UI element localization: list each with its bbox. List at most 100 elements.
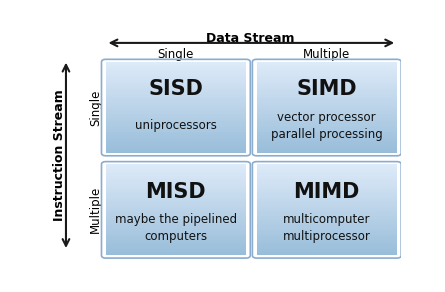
Bar bbox=[256, 199, 397, 201]
Bar bbox=[256, 181, 397, 182]
Bar bbox=[105, 252, 246, 254]
Bar bbox=[256, 171, 397, 172]
Bar bbox=[256, 218, 397, 219]
Bar bbox=[256, 246, 397, 248]
Bar bbox=[256, 149, 397, 150]
Bar bbox=[105, 187, 246, 189]
Bar bbox=[256, 88, 397, 89]
Bar bbox=[256, 233, 397, 234]
Bar bbox=[256, 106, 397, 107]
Bar bbox=[256, 111, 397, 112]
Bar bbox=[256, 121, 397, 123]
Text: Data Stream: Data Stream bbox=[206, 32, 295, 45]
Bar bbox=[105, 123, 246, 124]
Bar bbox=[256, 103, 397, 105]
Bar bbox=[105, 239, 246, 240]
Bar bbox=[256, 132, 397, 133]
Bar bbox=[105, 135, 246, 136]
Bar bbox=[256, 120, 397, 121]
Bar bbox=[105, 196, 246, 198]
Bar bbox=[256, 186, 397, 187]
Bar bbox=[256, 245, 397, 246]
Bar bbox=[256, 198, 397, 199]
Bar bbox=[256, 130, 397, 132]
Bar bbox=[105, 237, 246, 239]
Bar bbox=[105, 246, 246, 248]
Bar bbox=[256, 225, 397, 227]
Bar bbox=[105, 218, 246, 219]
Bar bbox=[105, 202, 246, 204]
Bar bbox=[105, 129, 246, 130]
Bar bbox=[256, 234, 397, 236]
Bar bbox=[105, 176, 246, 178]
Bar bbox=[105, 102, 246, 103]
Bar bbox=[105, 103, 246, 105]
Bar bbox=[256, 167, 397, 169]
Bar bbox=[256, 85, 397, 86]
Bar bbox=[256, 169, 397, 171]
Bar bbox=[105, 169, 246, 171]
Bar bbox=[105, 228, 246, 230]
Bar bbox=[256, 80, 397, 82]
Bar bbox=[105, 149, 246, 150]
Bar bbox=[105, 242, 246, 243]
Bar bbox=[105, 181, 246, 182]
Bar bbox=[105, 82, 246, 83]
Bar bbox=[256, 202, 397, 204]
Bar bbox=[105, 73, 246, 74]
Bar bbox=[105, 79, 246, 80]
Bar bbox=[256, 147, 397, 149]
Bar bbox=[256, 201, 397, 202]
Bar bbox=[256, 172, 397, 173]
Bar bbox=[256, 189, 397, 190]
Bar bbox=[105, 184, 246, 186]
Bar bbox=[105, 109, 246, 111]
Bar bbox=[105, 204, 246, 205]
Bar bbox=[256, 97, 397, 98]
Bar bbox=[105, 175, 246, 176]
Bar bbox=[256, 124, 397, 126]
Bar bbox=[256, 254, 397, 256]
Bar bbox=[256, 76, 397, 77]
Bar bbox=[105, 142, 246, 144]
Bar bbox=[105, 71, 246, 73]
Bar bbox=[105, 80, 246, 82]
Bar bbox=[256, 237, 397, 239]
Bar bbox=[256, 69, 397, 71]
Bar bbox=[256, 136, 397, 138]
Text: Single: Single bbox=[158, 48, 194, 61]
Bar bbox=[256, 190, 397, 192]
Bar bbox=[256, 114, 397, 115]
Bar bbox=[256, 243, 397, 245]
Bar bbox=[105, 234, 246, 236]
Bar bbox=[256, 67, 397, 68]
Bar bbox=[256, 68, 397, 69]
Bar bbox=[256, 216, 397, 218]
Bar bbox=[105, 91, 246, 92]
Bar bbox=[256, 91, 397, 92]
Bar bbox=[105, 89, 246, 91]
Bar bbox=[105, 166, 246, 167]
Bar bbox=[256, 249, 397, 251]
Bar bbox=[105, 251, 246, 252]
Bar bbox=[105, 192, 246, 193]
Bar bbox=[256, 127, 397, 129]
Bar bbox=[105, 178, 246, 180]
Text: Single: Single bbox=[89, 89, 102, 126]
Bar bbox=[256, 144, 397, 145]
Bar bbox=[256, 92, 397, 94]
Bar bbox=[105, 164, 246, 166]
Text: Multiple: Multiple bbox=[89, 186, 102, 234]
Bar bbox=[256, 223, 397, 225]
Bar bbox=[105, 117, 246, 118]
Bar bbox=[105, 227, 246, 228]
Bar bbox=[105, 69, 246, 71]
Bar bbox=[256, 187, 397, 189]
Bar bbox=[256, 95, 397, 97]
Bar bbox=[105, 222, 246, 223]
Bar bbox=[105, 223, 246, 225]
Bar bbox=[256, 252, 397, 254]
Bar bbox=[256, 86, 397, 88]
Bar bbox=[105, 219, 246, 220]
Bar bbox=[105, 254, 246, 256]
